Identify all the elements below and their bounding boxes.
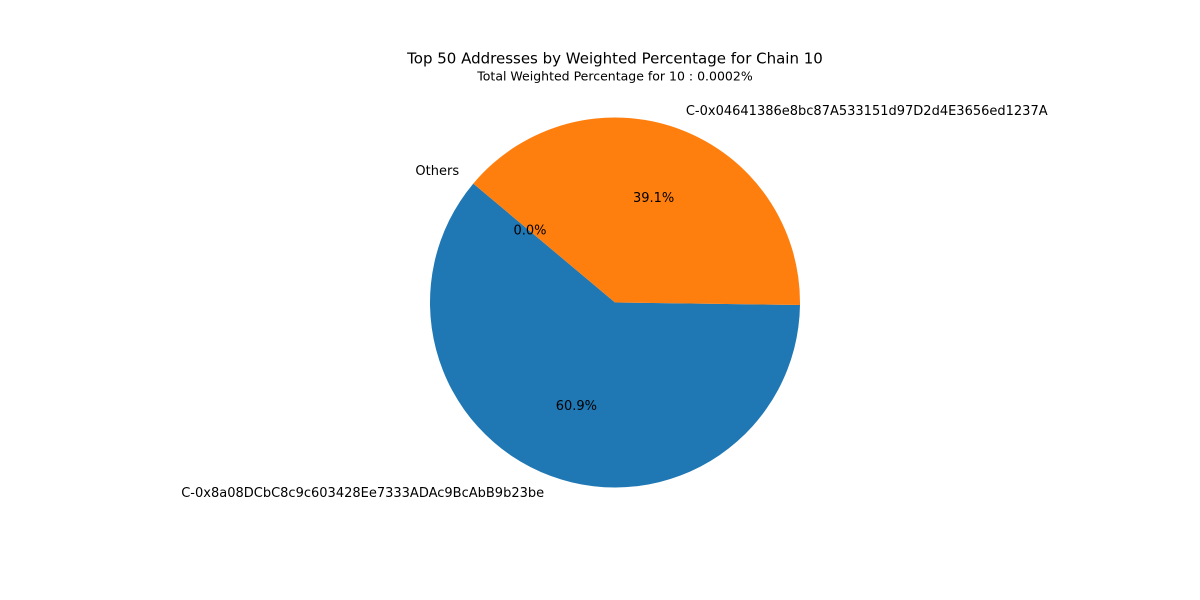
pie-slice-label-2: Others bbox=[415, 164, 459, 179]
pie-pct-label-0: 60.9% bbox=[556, 399, 597, 414]
chart-subtitle: Total Weighted Percentage for 10 : 0.000… bbox=[476, 69, 753, 84]
pie-slices bbox=[430, 117, 800, 488]
pie-pct-label-1: 39.1% bbox=[633, 191, 674, 206]
chart-title: Top 50 Addresses by Weighted Percentage … bbox=[406, 50, 823, 68]
pie-slice-label-0: C-0x8a08DCbC8c9c603428Ee7333ADAc9BcAbB9b… bbox=[181, 486, 544, 501]
pie-labels: 60.9% C-0x8a08DCbC8c9c603428Ee7333ADAc9Bc… bbox=[181, 104, 1047, 501]
pie-slice-0 bbox=[430, 183, 800, 488]
pie-pct-label-2: 0.0% bbox=[513, 224, 546, 239]
pie-slice-label-1: C-0x04641386e8bc87A533151d97D2d4E3656ed1… bbox=[686, 104, 1048, 119]
pie-slice-1 bbox=[473, 117, 800, 305]
